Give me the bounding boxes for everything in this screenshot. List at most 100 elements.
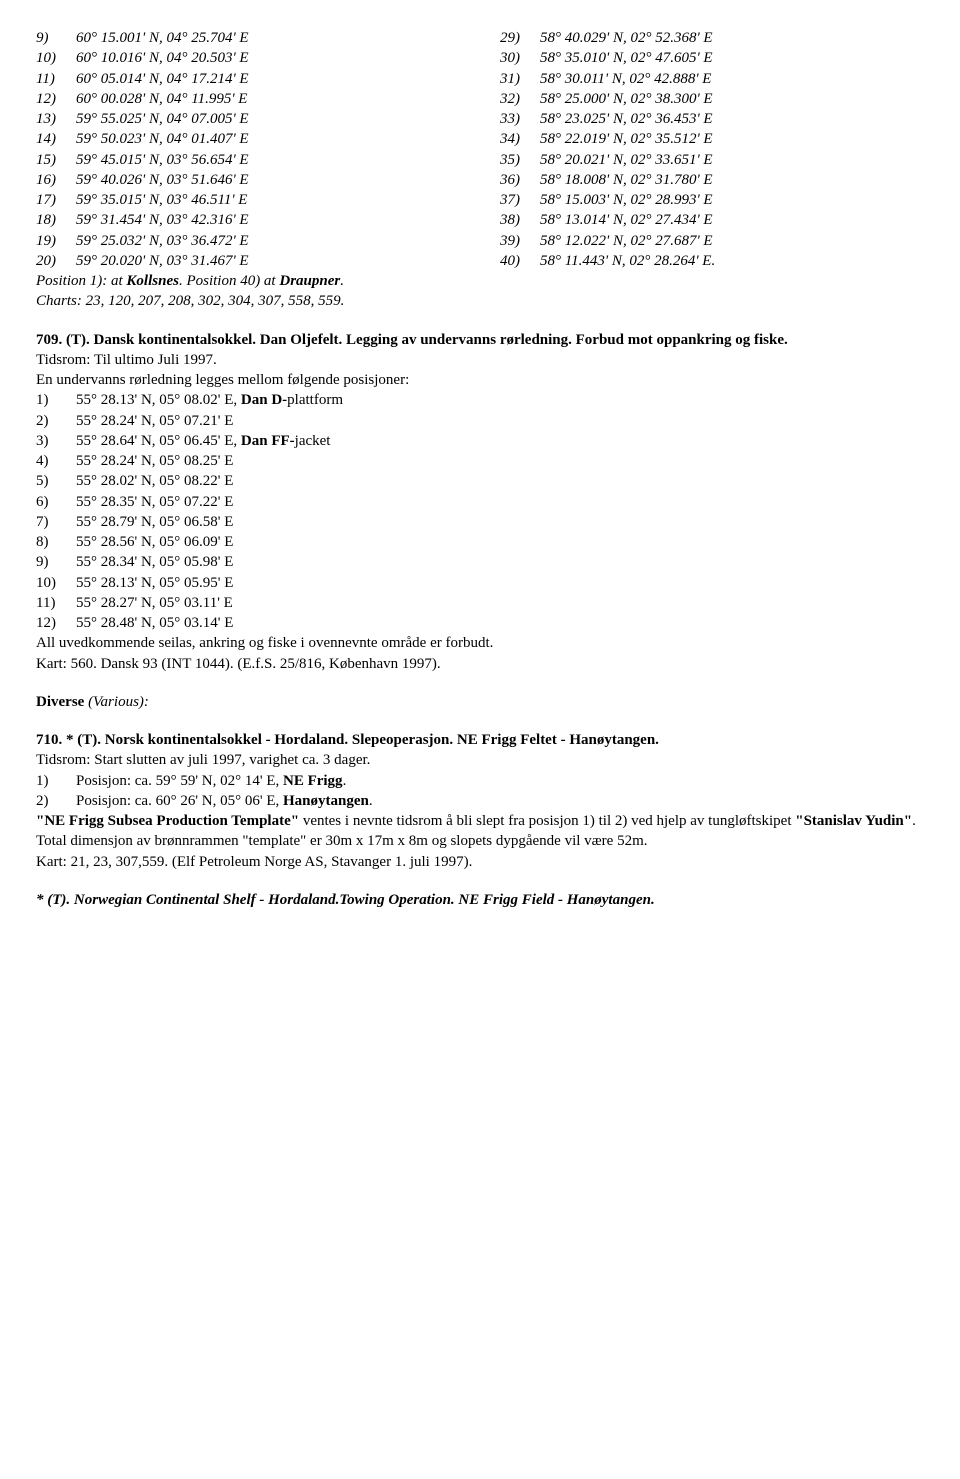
row-num: 9): [36, 552, 76, 572]
list-row: 10)60° 10.016' N, 04° 20.503' E: [36, 48, 460, 68]
row-body: 59° 55.025' N, 04° 07.005' E: [76, 109, 249, 129]
row-num: 9): [36, 28, 76, 48]
row-pre: 55° 28.24' N, 05° 07.21' E: [76, 413, 233, 429]
row-pre: Posisjon: ca. 60° 26' N, 05° 06' E,: [76, 793, 283, 809]
row-pre: 55° 28.35' N, 05° 07.22' E: [76, 494, 233, 510]
row-num: 31): [500, 69, 540, 89]
pos-t1: Position 1): at: [36, 273, 126, 289]
row-pre: 55° 28.24' N, 05° 08.25' E: [76, 453, 233, 469]
row-num: 38): [500, 210, 540, 230]
row-body: 58° 23.025' N, 02° 36.453' E: [540, 109, 713, 129]
row-body: 55° 28.13' N, 05° 08.02' E, Dan D-plattf…: [76, 390, 343, 410]
row-post: .: [369, 793, 373, 809]
list-row: 4)55° 28.24' N, 05° 08.25' E: [36, 451, 924, 471]
sec710-p1c: "Stanislav Yudin": [795, 813, 912, 829]
list-row: 33)58° 23.025' N, 02° 36.453' E: [500, 109, 924, 129]
list-row: 30)58° 35.010' N, 02° 47.605' E: [500, 48, 924, 68]
row-num: 19): [36, 231, 76, 251]
list-row: 13)59° 55.025' N, 04° 07.005' E: [36, 109, 460, 129]
row-num: 12): [36, 613, 76, 633]
list-row: 37)58° 15.003' N, 02° 28.993' E: [500, 190, 924, 210]
row-bold: NE Frigg: [283, 773, 343, 789]
list-row: 12)55° 28.48' N, 05° 03.14' E: [36, 613, 924, 633]
row-body: 55° 28.48' N, 05° 03.14' E: [76, 613, 233, 633]
row-body: 59° 45.015' N, 03° 56.654' E: [76, 150, 249, 170]
row-num: 18): [36, 210, 76, 230]
list-row: 9)60° 15.001' N, 04° 25.704' E: [36, 28, 460, 48]
sec709-l2: En undervanns rørledning legges mellom f…: [36, 370, 924, 390]
row-pre: 55° 28.64' N, 05° 06.45' E,: [76, 433, 241, 449]
sec710-p3: Kart: 21, 23, 307,559. (Elf Petroleum No…: [36, 852, 924, 872]
row-body: 59° 25.032' N, 03° 36.472' E: [76, 231, 249, 251]
list-row: 39)58° 12.022' N, 02° 27.687' E: [500, 231, 924, 251]
row-pre: 55° 28.34' N, 05° 05.98' E: [76, 554, 233, 570]
row-num: 3): [36, 431, 76, 451]
row-num: 17): [36, 190, 76, 210]
row-body: 59° 35.015' N, 03° 46.511' E: [76, 190, 247, 210]
diverse-b: Diverse: [36, 694, 88, 710]
sec710-l1: Tidsrom: Start slutten av juli 1997, var…: [36, 750, 924, 770]
row-body: 59° 40.026' N, 03° 51.646' E: [76, 170, 249, 190]
row-num: 39): [500, 231, 540, 251]
row-body: 55° 28.02' N, 05° 08.22' E: [76, 471, 233, 491]
list-row: 35)58° 20.021' N, 02° 33.651' E: [500, 150, 924, 170]
list-row: 15)59° 45.015' N, 03° 56.654' E: [36, 150, 460, 170]
sec710-p1: "NE Frigg Subsea Production Template" ve…: [36, 811, 924, 831]
row-body: 58° 13.014' N, 02° 27.434' E: [540, 210, 713, 230]
row-body: 60° 00.028' N, 04° 11.995' E: [76, 89, 247, 109]
row-body: 58° 11.443' N, 02° 28.264' E.: [540, 251, 715, 271]
row-num: 29): [500, 28, 540, 48]
row-num: 7): [36, 512, 76, 532]
row-body: 55° 28.64' N, 05° 06.45' E, Dan FF-jacke…: [76, 431, 330, 451]
row-num: 13): [36, 109, 76, 129]
row-num: 32): [500, 89, 540, 109]
list-row: 17)59° 35.015' N, 03° 46.511' E: [36, 190, 460, 210]
row-body: 55° 28.13' N, 05° 05.95' E: [76, 573, 233, 593]
diverse-line: Diverse (Various):: [36, 692, 924, 712]
list-row: 8)55° 28.56' N, 05° 06.09' E: [36, 532, 924, 552]
row-num: 33): [500, 109, 540, 129]
row-body: 60° 10.016' N, 04° 20.503' E: [76, 48, 249, 68]
row-num: 34): [500, 129, 540, 149]
row-body: 58° 35.010' N, 02° 47.605' E: [540, 48, 713, 68]
list-row: 11)60° 05.014' N, 04° 17.214' E: [36, 69, 460, 89]
row-pre: 55° 28.48' N, 05° 03.14' E: [76, 615, 233, 631]
row-num: 36): [500, 170, 540, 190]
row-body: 58° 40.029' N, 02° 52.368' E: [540, 28, 713, 48]
row-body: 55° 28.27' N, 05° 03.11' E: [76, 593, 233, 613]
row-body: 58° 18.008' N, 02° 31.780' E: [540, 170, 713, 190]
row-num: 6): [36, 492, 76, 512]
sec709-l3: All uvedkommende seilas, ankring og fisk…: [36, 633, 924, 653]
row-body: 60° 15.001' N, 04° 25.704' E: [76, 28, 249, 48]
row-body: 55° 28.24' N, 05° 08.25' E: [76, 451, 233, 471]
list-row: 38)58° 13.014' N, 02° 27.434' E: [500, 210, 924, 230]
list-row: 7)55° 28.79' N, 05° 06.58' E: [36, 512, 924, 532]
right-coord-col: 29)58° 40.029' N, 02° 52.368' E30)58° 35…: [500, 28, 924, 271]
row-pre: 55° 28.02' N, 05° 08.22' E: [76, 473, 233, 489]
list-row: 18)59° 31.454' N, 03° 42.316' E: [36, 210, 460, 230]
list-row: 5)55° 28.02' N, 05° 08.22' E: [36, 471, 924, 491]
row-num: 20): [36, 251, 76, 271]
row-pre: 55° 28.79' N, 05° 06.58' E: [76, 514, 233, 530]
row-num: 16): [36, 170, 76, 190]
row-body: 55° 28.34' N, 05° 05.98' E: [76, 552, 233, 572]
row-num: 2): [36, 791, 76, 811]
list-row: 20)59° 20.020' N, 03° 31.467' E: [36, 251, 460, 271]
row-post: jacket: [295, 433, 331, 449]
row-body: 58° 15.003' N, 02° 28.993' E: [540, 190, 713, 210]
pos-b1: Kollsnes: [126, 273, 179, 289]
list-row: 31)58° 30.011' N, 02° 42.888' E: [500, 69, 924, 89]
footer-line: * (T). Norwegian Continental Shelf - Hor…: [36, 890, 924, 910]
row-body: 55° 28.35' N, 05° 07.22' E: [76, 492, 233, 512]
row-num: 1): [36, 390, 76, 410]
list-row: 2)55° 28.24' N, 05° 07.21' E: [36, 411, 924, 431]
list-row: 40)58° 11.443' N, 02° 28.264' E.: [500, 251, 924, 271]
list-row: 34)58° 22.019' N, 02° 35.512' E: [500, 129, 924, 149]
sec710-p2: Total dimensjon av brønnrammen "template…: [36, 831, 924, 851]
sec710-p1d: .: [912, 813, 916, 829]
row-body: Posisjon: ca. 60° 26' N, 05° 06' E, Hanø…: [76, 791, 373, 811]
list-row: 12)60° 00.028' N, 04° 11.995' E: [36, 89, 460, 109]
row-body: 58° 20.021' N, 02° 33.651' E: [540, 150, 713, 170]
list-row: 6)55° 28.35' N, 05° 07.22' E: [36, 492, 924, 512]
row-pre: 55° 28.56' N, 05° 06.09' E: [76, 534, 233, 550]
